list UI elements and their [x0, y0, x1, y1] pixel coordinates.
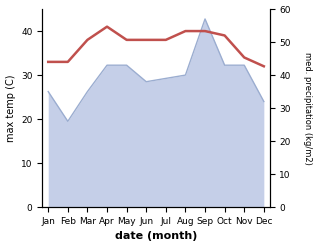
- X-axis label: date (month): date (month): [115, 231, 197, 242]
- Y-axis label: med. precipitation (kg/m2): med. precipitation (kg/m2): [303, 52, 313, 165]
- Y-axis label: max temp (C): max temp (C): [5, 74, 16, 142]
